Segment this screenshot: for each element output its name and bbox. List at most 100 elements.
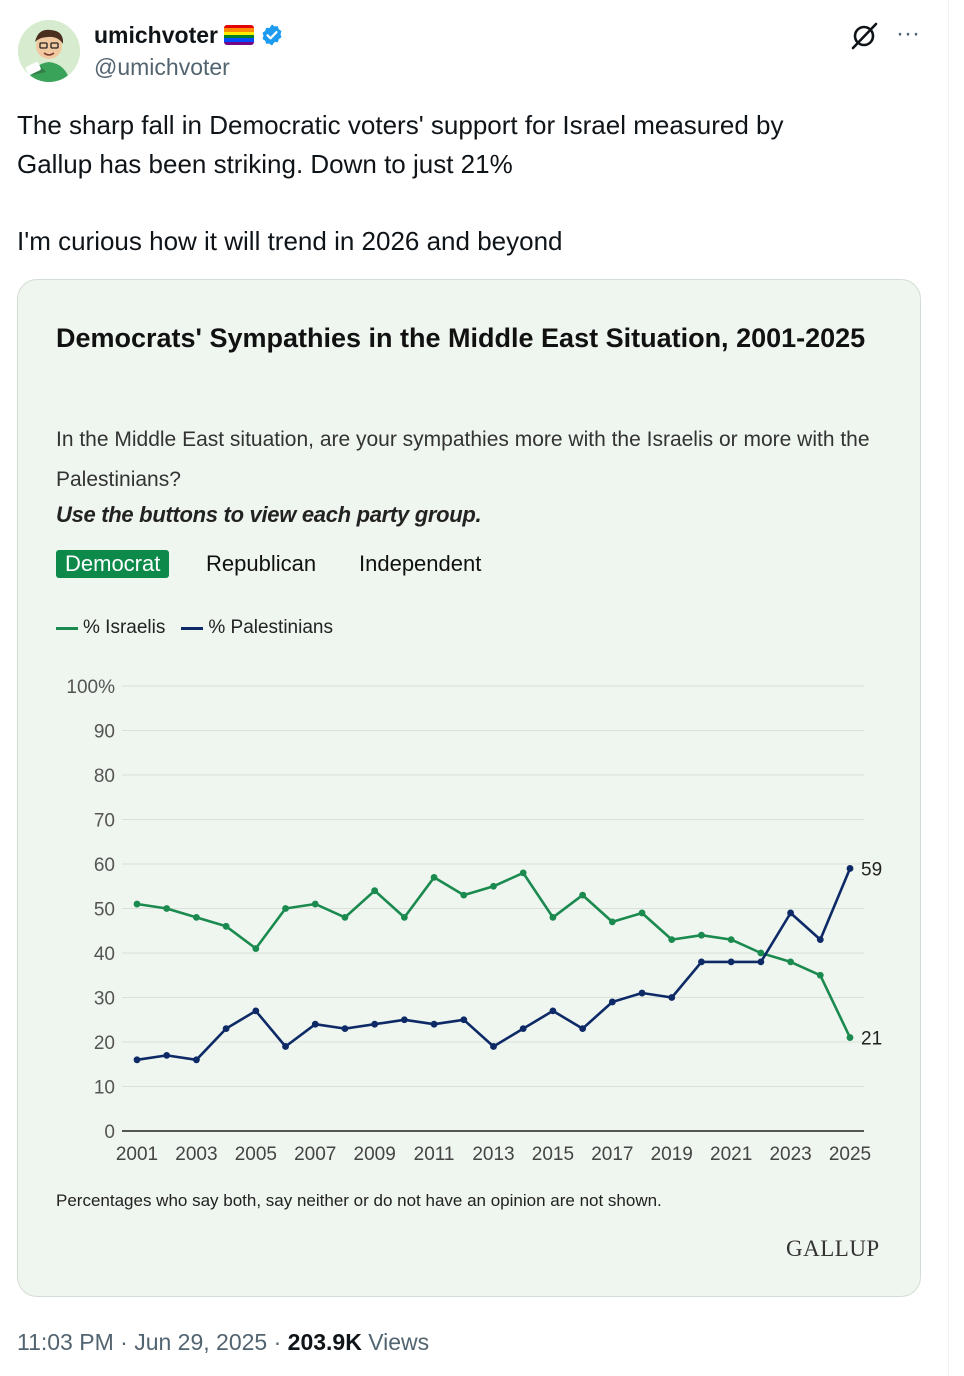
data-point-israelis xyxy=(757,949,765,957)
data-point-israelis xyxy=(579,891,587,899)
avatar[interactable] xyxy=(18,20,80,82)
data-point-palestinians xyxy=(816,936,824,944)
tweet-text-line: The sharp fall in Democratic voters' sup… xyxy=(17,110,784,140)
display-name-row[interactable]: umichvoter xyxy=(94,20,284,50)
data-point-israelis xyxy=(846,1034,854,1041)
data-point-palestinians xyxy=(787,909,794,917)
data-point-israelis xyxy=(341,914,349,921)
y-tick-label: 70 xyxy=(94,811,115,832)
republican-button[interactable]: Republican xyxy=(206,551,317,576)
chart-footnote: Percentages who say both, say neither or… xyxy=(56,1191,662,1210)
data-point-palestinians xyxy=(698,958,705,966)
data-point-israelis xyxy=(460,891,468,899)
data-point-palestinians xyxy=(757,958,765,966)
x-tick-label: 2009 xyxy=(354,1144,396,1165)
data-point-palestinians xyxy=(608,998,616,1006)
data-point-israelis xyxy=(193,914,200,921)
data-point-israelis xyxy=(519,869,527,877)
separator: · xyxy=(120,1329,128,1355)
democrat-button[interactable]: Democrat xyxy=(56,550,170,578)
tweet-text: The sharp fall in Democratic voters' sup… xyxy=(17,106,917,261)
data-point-palestinians xyxy=(490,1043,497,1050)
data-point-palestinians xyxy=(193,1056,200,1064)
data-point-israelis xyxy=(133,900,141,908)
more-options-icon[interactable]: ··· xyxy=(896,20,920,47)
data-point-israelis xyxy=(282,905,289,912)
data-point-palestinians xyxy=(222,1025,230,1033)
data-point-palestinians xyxy=(638,989,646,997)
tweet-time[interactable]: 11:03 PM xyxy=(17,1329,114,1355)
x-tick-label: 2005 xyxy=(235,1144,277,1165)
tweet-text-line: I'm curious how it will trend in 2026 an… xyxy=(17,226,563,256)
views-label: Views xyxy=(368,1329,430,1355)
independent-button[interactable]: Independent xyxy=(359,551,482,576)
chart-subtitle: In the Middle East situation, are your s… xyxy=(56,428,870,491)
data-point-palestinians xyxy=(579,1025,587,1033)
y-tick-label: 90 xyxy=(94,722,115,743)
y-tick-label: 40 xyxy=(94,944,115,965)
timeline-border xyxy=(948,0,949,1376)
avatar-cartoon-icon xyxy=(18,20,80,82)
data-point-palestinians xyxy=(460,1016,468,1024)
x-tick-label: 2015 xyxy=(532,1144,574,1165)
x-tick-label: 2007 xyxy=(294,1144,336,1165)
series-line-palestinians xyxy=(136,867,852,1062)
chart-instruction: Use the buttons to view each party group… xyxy=(56,502,482,527)
data-point-israelis xyxy=(668,936,676,944)
legend-item-israelis: % Israelis xyxy=(56,617,165,639)
y-tick-label: 0 xyxy=(104,1122,115,1143)
legend-label-israelis: % Israelis xyxy=(83,617,166,638)
data-point-palestinians xyxy=(341,1025,349,1033)
x-tick-label: 2023 xyxy=(769,1144,811,1165)
y-tick-label: 100% xyxy=(66,677,115,698)
x-tick-label: 2017 xyxy=(591,1144,633,1165)
chart-legend: % Israelis % Palestinians xyxy=(56,617,349,639)
grok-icon[interactable] xyxy=(848,20,880,52)
data-point-israelis xyxy=(311,900,319,908)
data-point-israelis xyxy=(400,914,408,921)
handle[interactable]: @umichvoter xyxy=(94,54,230,80)
chart-title: Democrats' Sympathies in the Middle East… xyxy=(56,323,866,353)
data-point-palestinians xyxy=(519,1025,527,1033)
data-label-israelis: 21 xyxy=(861,1029,882,1050)
x-tick-label: 2019 xyxy=(651,1144,693,1165)
series-line-israelis xyxy=(136,871,852,1039)
data-point-palestinians xyxy=(133,1056,141,1064)
data-point-palestinians xyxy=(282,1043,289,1050)
verified-badge-icon[interactable] xyxy=(260,23,284,47)
y-tick-label: 10 xyxy=(94,1078,115,1099)
data-point-israelis xyxy=(430,873,438,881)
legend-label-palestinians: % Palestinians xyxy=(208,617,333,638)
gallup-logo: GALLUP xyxy=(786,1236,880,1261)
data-point-israelis xyxy=(727,936,735,944)
separator: · xyxy=(273,1329,282,1355)
data-label-palestinians: 59 xyxy=(861,859,882,880)
x-tick-label: 2011 xyxy=(414,1144,455,1165)
data-point-palestinians xyxy=(727,958,735,966)
data-point-israelis xyxy=(490,882,497,890)
view-count: 203.9K xyxy=(287,1329,362,1355)
legend-swatch-israelis xyxy=(56,626,78,630)
data-point-palestinians xyxy=(400,1016,408,1024)
data-point-palestinians xyxy=(163,1051,171,1059)
data-point-israelis xyxy=(698,931,705,939)
chart-image-card[interactable]: Democrats' Sympathies in the Middle East… xyxy=(17,279,921,1297)
data-point-israelis xyxy=(787,958,794,966)
data-point-israelis xyxy=(252,945,260,952)
tweet-meta: 11:03 PM · Jun 29, 2025 · 203.9K Views xyxy=(17,1327,429,1357)
y-tick-label: 80 xyxy=(94,766,115,787)
data-point-palestinians xyxy=(430,1020,438,1028)
x-tick-label: 2001 xyxy=(116,1144,158,1165)
data-point-israelis xyxy=(608,918,616,926)
display-name[interactable]: umichvoter xyxy=(94,22,218,48)
data-point-palestinians xyxy=(252,1007,260,1015)
x-tick-label: 2013 xyxy=(472,1144,514,1165)
tweet-date[interactable]: Jun 29, 2025 xyxy=(134,1329,268,1355)
data-point-israelis xyxy=(549,914,557,921)
data-point-israelis xyxy=(638,909,646,917)
data-point-israelis xyxy=(371,887,379,895)
data-point-palestinians xyxy=(668,994,676,1001)
x-tick-label: 2003 xyxy=(175,1144,217,1165)
x-tick-label: 2025 xyxy=(829,1144,871,1165)
